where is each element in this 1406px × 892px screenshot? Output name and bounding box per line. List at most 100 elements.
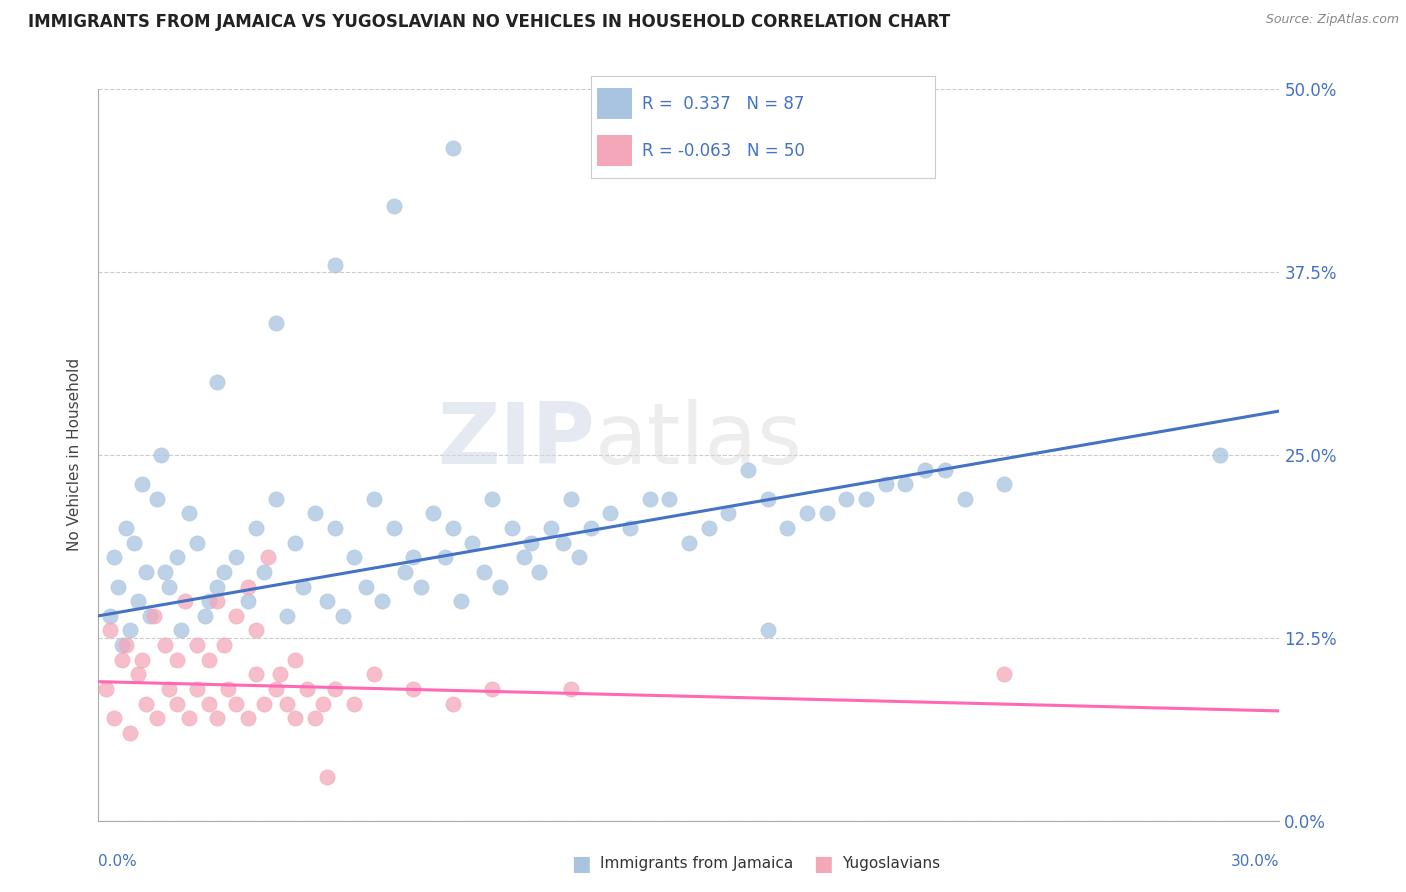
Point [343,697,366,711]
Point [323,258,346,272]
Point [225,608,247,623]
Point [304,711,326,725]
Point [1209,448,1232,462]
Point [481,681,503,696]
Text: ■: ■ [571,854,591,873]
Point [166,653,188,667]
Bar [598,88,631,119]
Point [323,681,346,696]
Point [815,507,838,521]
Point [155,638,177,652]
Point [186,681,208,696]
Point [953,491,976,506]
Point [194,608,217,623]
Point [737,462,759,476]
Point [312,697,335,711]
Point [115,521,138,535]
Point [205,594,228,608]
Point [177,507,200,521]
Point [394,565,416,579]
Point [157,681,180,696]
Point [855,491,877,506]
Point [103,711,125,725]
Point [264,681,287,696]
Point [402,681,425,696]
Point [284,653,307,667]
Point [315,594,337,608]
Point [127,594,149,608]
Point [205,375,228,389]
Point [245,667,267,681]
Point [236,580,259,594]
Point [135,565,157,579]
Point [253,565,276,579]
Point [411,580,433,594]
Point [796,507,818,521]
Point [155,565,177,579]
Point [354,580,377,594]
Point [107,580,129,594]
Point [363,491,385,506]
Point [638,491,661,506]
Point [138,608,160,623]
Point [697,521,720,535]
Text: 30.0%: 30.0% [1232,854,1279,869]
Point [253,697,276,711]
Point [142,608,165,623]
Point [529,565,551,579]
Point [363,667,385,681]
Point [295,681,318,696]
Point [382,521,405,535]
Point [264,491,287,506]
Point [146,491,169,506]
Point [520,535,543,549]
Text: Source: ZipAtlas.com: Source: ZipAtlas.com [1265,13,1399,27]
Point [441,141,464,155]
Point [276,608,298,623]
Point [111,653,134,667]
Point [170,624,193,638]
Point [205,580,228,594]
Point [304,507,326,521]
Bar [598,136,631,166]
Point [225,697,247,711]
Point [315,770,337,784]
Point [217,681,239,696]
Point [127,667,149,681]
Point [205,711,228,725]
Point [835,491,858,506]
Point [501,521,523,535]
Text: R =  0.337   N = 87: R = 0.337 N = 87 [643,95,804,112]
Point [422,507,444,521]
Point [599,507,621,521]
Point [131,653,153,667]
Point [993,667,1015,681]
Text: R = -0.063   N = 50: R = -0.063 N = 50 [643,142,806,160]
Point [402,550,425,565]
Point [284,711,307,725]
Point [993,477,1015,491]
Point [512,550,534,565]
Point [875,477,897,491]
Point [103,550,125,565]
Text: ■: ■ [813,854,832,873]
Point [98,608,121,623]
Point [481,491,503,506]
Point [166,550,188,565]
Point [269,667,291,681]
Text: ZIP: ZIP [437,399,595,482]
Point [150,448,173,462]
Point [276,697,298,711]
Point [619,521,641,535]
Point [186,638,208,652]
Text: Immigrants from Jamaica: Immigrants from Jamaica [600,855,793,871]
Point [382,199,405,213]
Point [197,594,219,608]
Point [236,711,259,725]
Point [433,550,456,565]
Point [245,624,267,638]
Point [914,462,936,476]
Point [236,594,259,608]
Point [256,550,278,565]
Point [472,565,495,579]
